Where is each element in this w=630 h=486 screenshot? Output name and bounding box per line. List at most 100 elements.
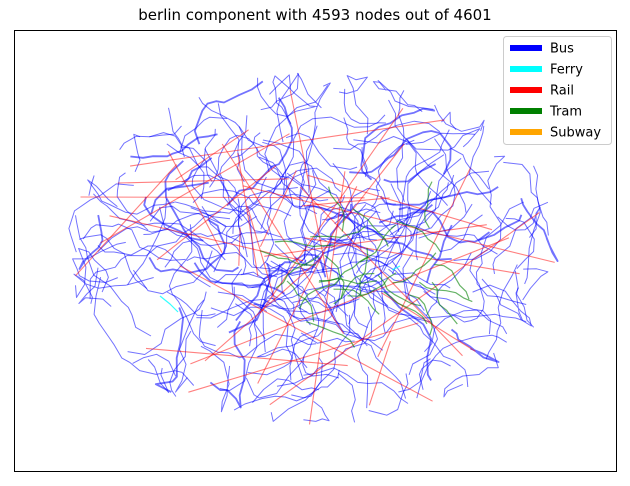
bus-edge — [366, 219, 386, 333]
tram-edge — [333, 272, 375, 305]
bus-edge — [237, 189, 303, 250]
bus-edge — [434, 104, 485, 132]
rail-edge — [289, 90, 330, 285]
bus-edge — [272, 116, 386, 194]
bus-edge — [267, 283, 375, 301]
bus-edge — [88, 175, 95, 196]
bus-edge — [148, 218, 227, 274]
bus-edge — [193, 80, 264, 145]
tram-edge — [418, 281, 473, 303]
legend-label-rail: Rail — [550, 84, 574, 99]
tram-edge — [352, 208, 389, 247]
bus-edge — [505, 217, 535, 269]
bus-edge — [235, 253, 327, 322]
bus-edge — [468, 125, 493, 205]
rail-edge — [308, 171, 346, 425]
bus-edge — [475, 201, 527, 305]
bus-edge — [415, 182, 449, 261]
bus-edge — [349, 130, 452, 175]
bus-edge — [78, 267, 112, 307]
bus-edge — [269, 74, 292, 95]
bus-edge — [450, 148, 490, 190]
bus-edge — [296, 72, 322, 109]
tram-edge — [359, 247, 369, 295]
bus-edge — [262, 244, 291, 308]
bus-edge — [398, 206, 491, 244]
bus-edge — [390, 170, 490, 229]
tram-edge — [434, 263, 470, 300]
tram-edge — [310, 225, 366, 238]
legend-label-subway: Subway — [550, 126, 601, 141]
bus-edge — [416, 334, 507, 399]
rail-edge — [269, 212, 540, 406]
bus-edge — [439, 214, 483, 253]
bus-edge — [520, 197, 559, 263]
bus-edge — [478, 214, 523, 242]
bus-edge — [355, 236, 399, 274]
bus-edge — [257, 348, 308, 369]
rail-edge — [259, 107, 404, 314]
bus-edge — [287, 238, 342, 313]
rail-edge — [188, 322, 419, 393]
bus-edge — [198, 309, 317, 359]
bus-edge — [169, 330, 192, 397]
bus-edge — [75, 248, 109, 298]
bus-edge — [127, 198, 167, 286]
bus-edge — [391, 260, 436, 295]
rail-edge — [179, 265, 433, 402]
bus-edge — [357, 288, 377, 409]
rail-edge — [80, 196, 365, 199]
ferry-edge — [159, 295, 179, 313]
bus-edge — [272, 75, 318, 125]
bus-edge — [472, 284, 532, 327]
bus-edge — [299, 125, 327, 242]
tram-edge — [306, 321, 356, 348]
bus-edge — [339, 75, 369, 135]
rail-edge — [167, 151, 223, 253]
bus-edge — [167, 157, 213, 192]
bus-edge — [343, 293, 431, 342]
bus-edge — [418, 359, 451, 390]
bus-edge — [73, 273, 154, 304]
bus-edge — [450, 328, 500, 363]
bus-edge — [233, 369, 340, 411]
bus-edge — [340, 285, 368, 329]
bus-edge — [174, 201, 270, 236]
figure-title: berlin component with 4593 nodes out of … — [138, 6, 492, 24]
bus-edge — [154, 307, 185, 393]
rail-edge — [130, 119, 445, 167]
rail-edge — [145, 347, 348, 367]
bus-edge — [424, 309, 508, 353]
tram-edge — [392, 252, 437, 284]
bus-edge — [485, 264, 518, 360]
network-edges — [68, 72, 559, 425]
bus-edge — [196, 298, 265, 319]
bus-edge — [366, 174, 455, 227]
rail-edge — [264, 224, 487, 257]
bus-edge — [213, 202, 260, 273]
rail-edge — [259, 170, 297, 247]
bus-edge — [396, 90, 405, 203]
legend-box — [503, 36, 612, 145]
rail-edge — [238, 227, 241, 266]
bus-edge — [441, 111, 457, 131]
bus-edge — [201, 206, 268, 238]
bus-edge — [333, 120, 441, 150]
tram-edge — [396, 220, 441, 252]
bus-edge — [75, 215, 152, 337]
bus-edge — [149, 132, 185, 158]
bus-edge — [259, 156, 318, 215]
bus-edge — [256, 147, 326, 254]
bus-edge — [503, 161, 541, 285]
rail-edge — [117, 178, 289, 184]
rail-edge — [242, 185, 555, 263]
ferry-edge — [391, 265, 401, 271]
bus-edge — [245, 304, 320, 399]
bus-edge — [262, 277, 388, 310]
bus-edge — [89, 211, 222, 300]
bus-edge — [388, 268, 451, 289]
legend: Bus Ferry Rail Tram Subway — [503, 36, 612, 145]
tram-edge — [275, 255, 320, 289]
bus-edge — [302, 355, 340, 379]
bus-edge — [209, 134, 270, 188]
